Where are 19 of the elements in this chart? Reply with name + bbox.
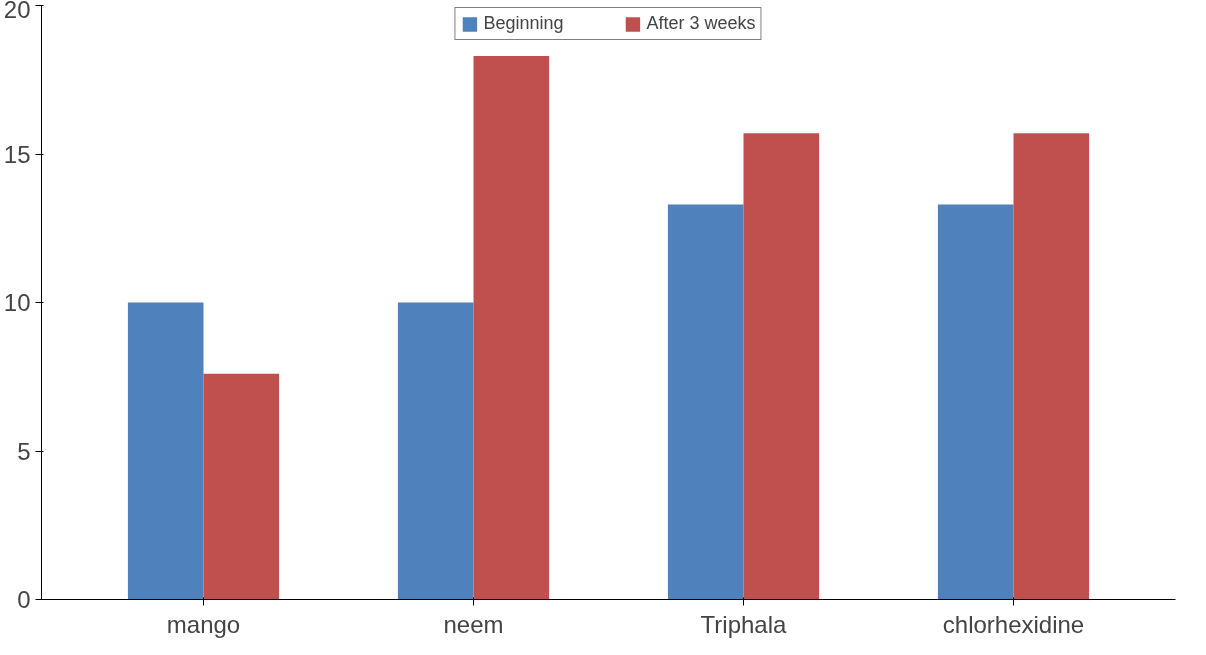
x-tick-label: neem [443,610,504,638]
x-tick-label: mango [166,610,241,638]
y-tick-label: 10 [3,289,31,316]
x-tick-label: chlorhexidine [942,610,1085,638]
bar [937,204,1014,600]
legend-label: After 3 weeks [646,13,756,34]
bar [203,373,280,600]
y-tick-label: 0 [17,586,31,613]
bar [1013,133,1090,600]
bar [473,55,550,600]
legend-label: Beginning [483,13,564,34]
bar [667,204,744,600]
x-tick-label: Triphala [700,610,788,638]
bar [743,133,820,600]
bar [397,302,474,600]
bar [127,302,204,600]
y-tick-label: 5 [17,437,31,465]
y-tick-label: 20 [3,0,31,23]
y-tick-label: 15 [3,140,31,168]
